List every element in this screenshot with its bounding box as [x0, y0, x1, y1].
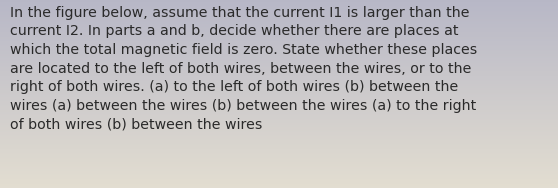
- Text: In the figure below, assume that the current I1 is larger than the
current I2. I: In the figure below, assume that the cur…: [10, 6, 477, 131]
